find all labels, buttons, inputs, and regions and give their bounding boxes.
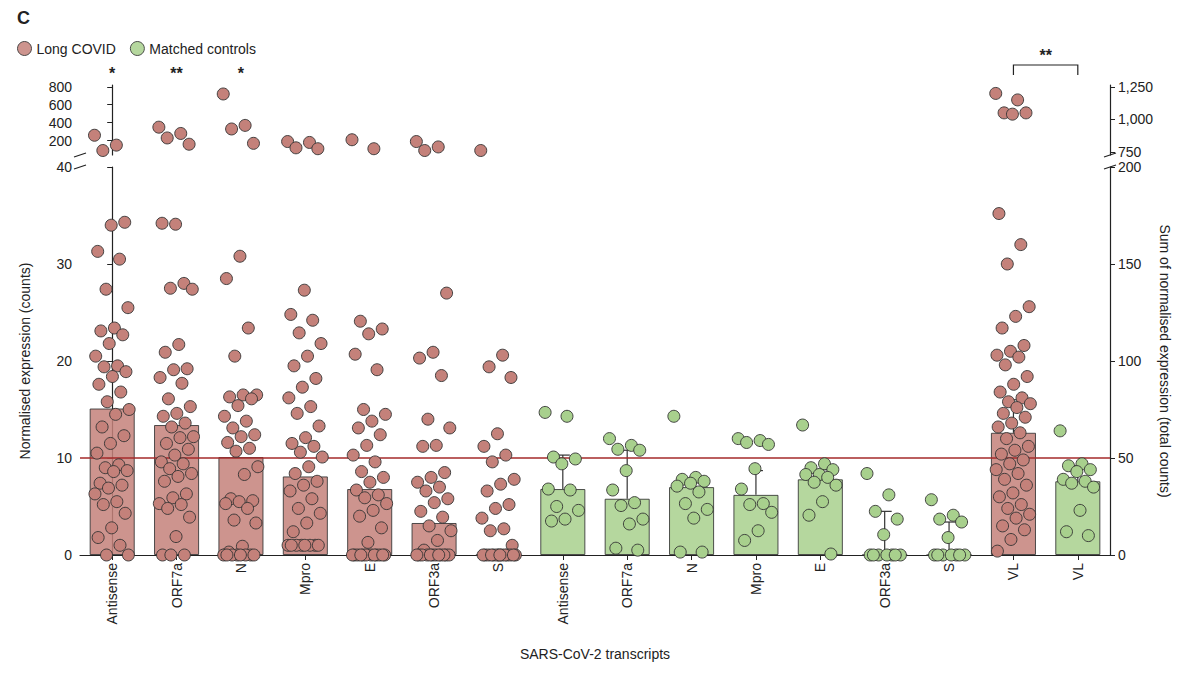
svg-text:Antisense: Antisense <box>104 563 120 625</box>
svg-text:*: * <box>238 65 245 82</box>
svg-text:Antisense: Antisense <box>555 563 571 625</box>
svg-text:**: ** <box>1039 47 1052 64</box>
svg-text:1,000: 1,000 <box>1118 111 1153 127</box>
svg-text:*: * <box>109 65 116 82</box>
svg-text:SARS-CoV-2 transcripts: SARS-CoV-2 transcripts <box>520 646 670 662</box>
svg-text:20: 20 <box>56 353 72 369</box>
svg-text:Mpro: Mpro <box>748 563 764 595</box>
svg-text:ORF3a: ORF3a <box>877 563 893 608</box>
svg-text:30: 30 <box>56 256 72 272</box>
svg-text:E: E <box>812 563 828 572</box>
svg-text:VL: VL <box>1005 563 1021 580</box>
svg-text:50: 50 <box>1118 450 1134 466</box>
svg-text:ORF3a: ORF3a <box>426 563 442 608</box>
svg-text:400: 400 <box>49 115 73 131</box>
svg-text:Sum of normalised expression (: Sum of normalised expression (total coun… <box>1157 224 1173 497</box>
svg-text:200: 200 <box>1118 159 1142 175</box>
svg-text:600: 600 <box>49 97 73 113</box>
svg-text:0: 0 <box>64 547 72 563</box>
svg-text:100: 100 <box>1118 353 1142 369</box>
svg-text:0: 0 <box>1118 547 1126 563</box>
svg-text:1,250: 1,250 <box>1118 79 1153 95</box>
svg-text:ORF7a: ORF7a <box>169 563 185 608</box>
svg-text:S: S <box>490 563 506 572</box>
svg-text:Long COVID: Long COVID <box>37 41 116 57</box>
svg-text:ORF7a: ORF7a <box>619 563 635 608</box>
svg-text:150: 150 <box>1118 256 1142 272</box>
svg-text:Normalised expression (counts): Normalised expression (counts) <box>17 263 33 460</box>
svg-text:VL: VL <box>1070 563 1086 580</box>
svg-text:750: 750 <box>1118 144 1142 160</box>
svg-text:N: N <box>684 563 700 573</box>
svg-text:40: 40 <box>56 159 72 175</box>
svg-text:Matched controls: Matched controls <box>149 41 256 57</box>
svg-text:Mpro: Mpro <box>297 563 313 595</box>
svg-text:E: E <box>362 563 378 572</box>
svg-text:200: 200 <box>49 133 73 149</box>
svg-text:S: S <box>941 563 957 572</box>
svg-text:10: 10 <box>56 450 72 466</box>
svg-text:C: C <box>17 8 30 28</box>
svg-text:800: 800 <box>49 79 73 95</box>
svg-text:**: ** <box>170 65 183 82</box>
svg-text:N: N <box>233 563 249 573</box>
